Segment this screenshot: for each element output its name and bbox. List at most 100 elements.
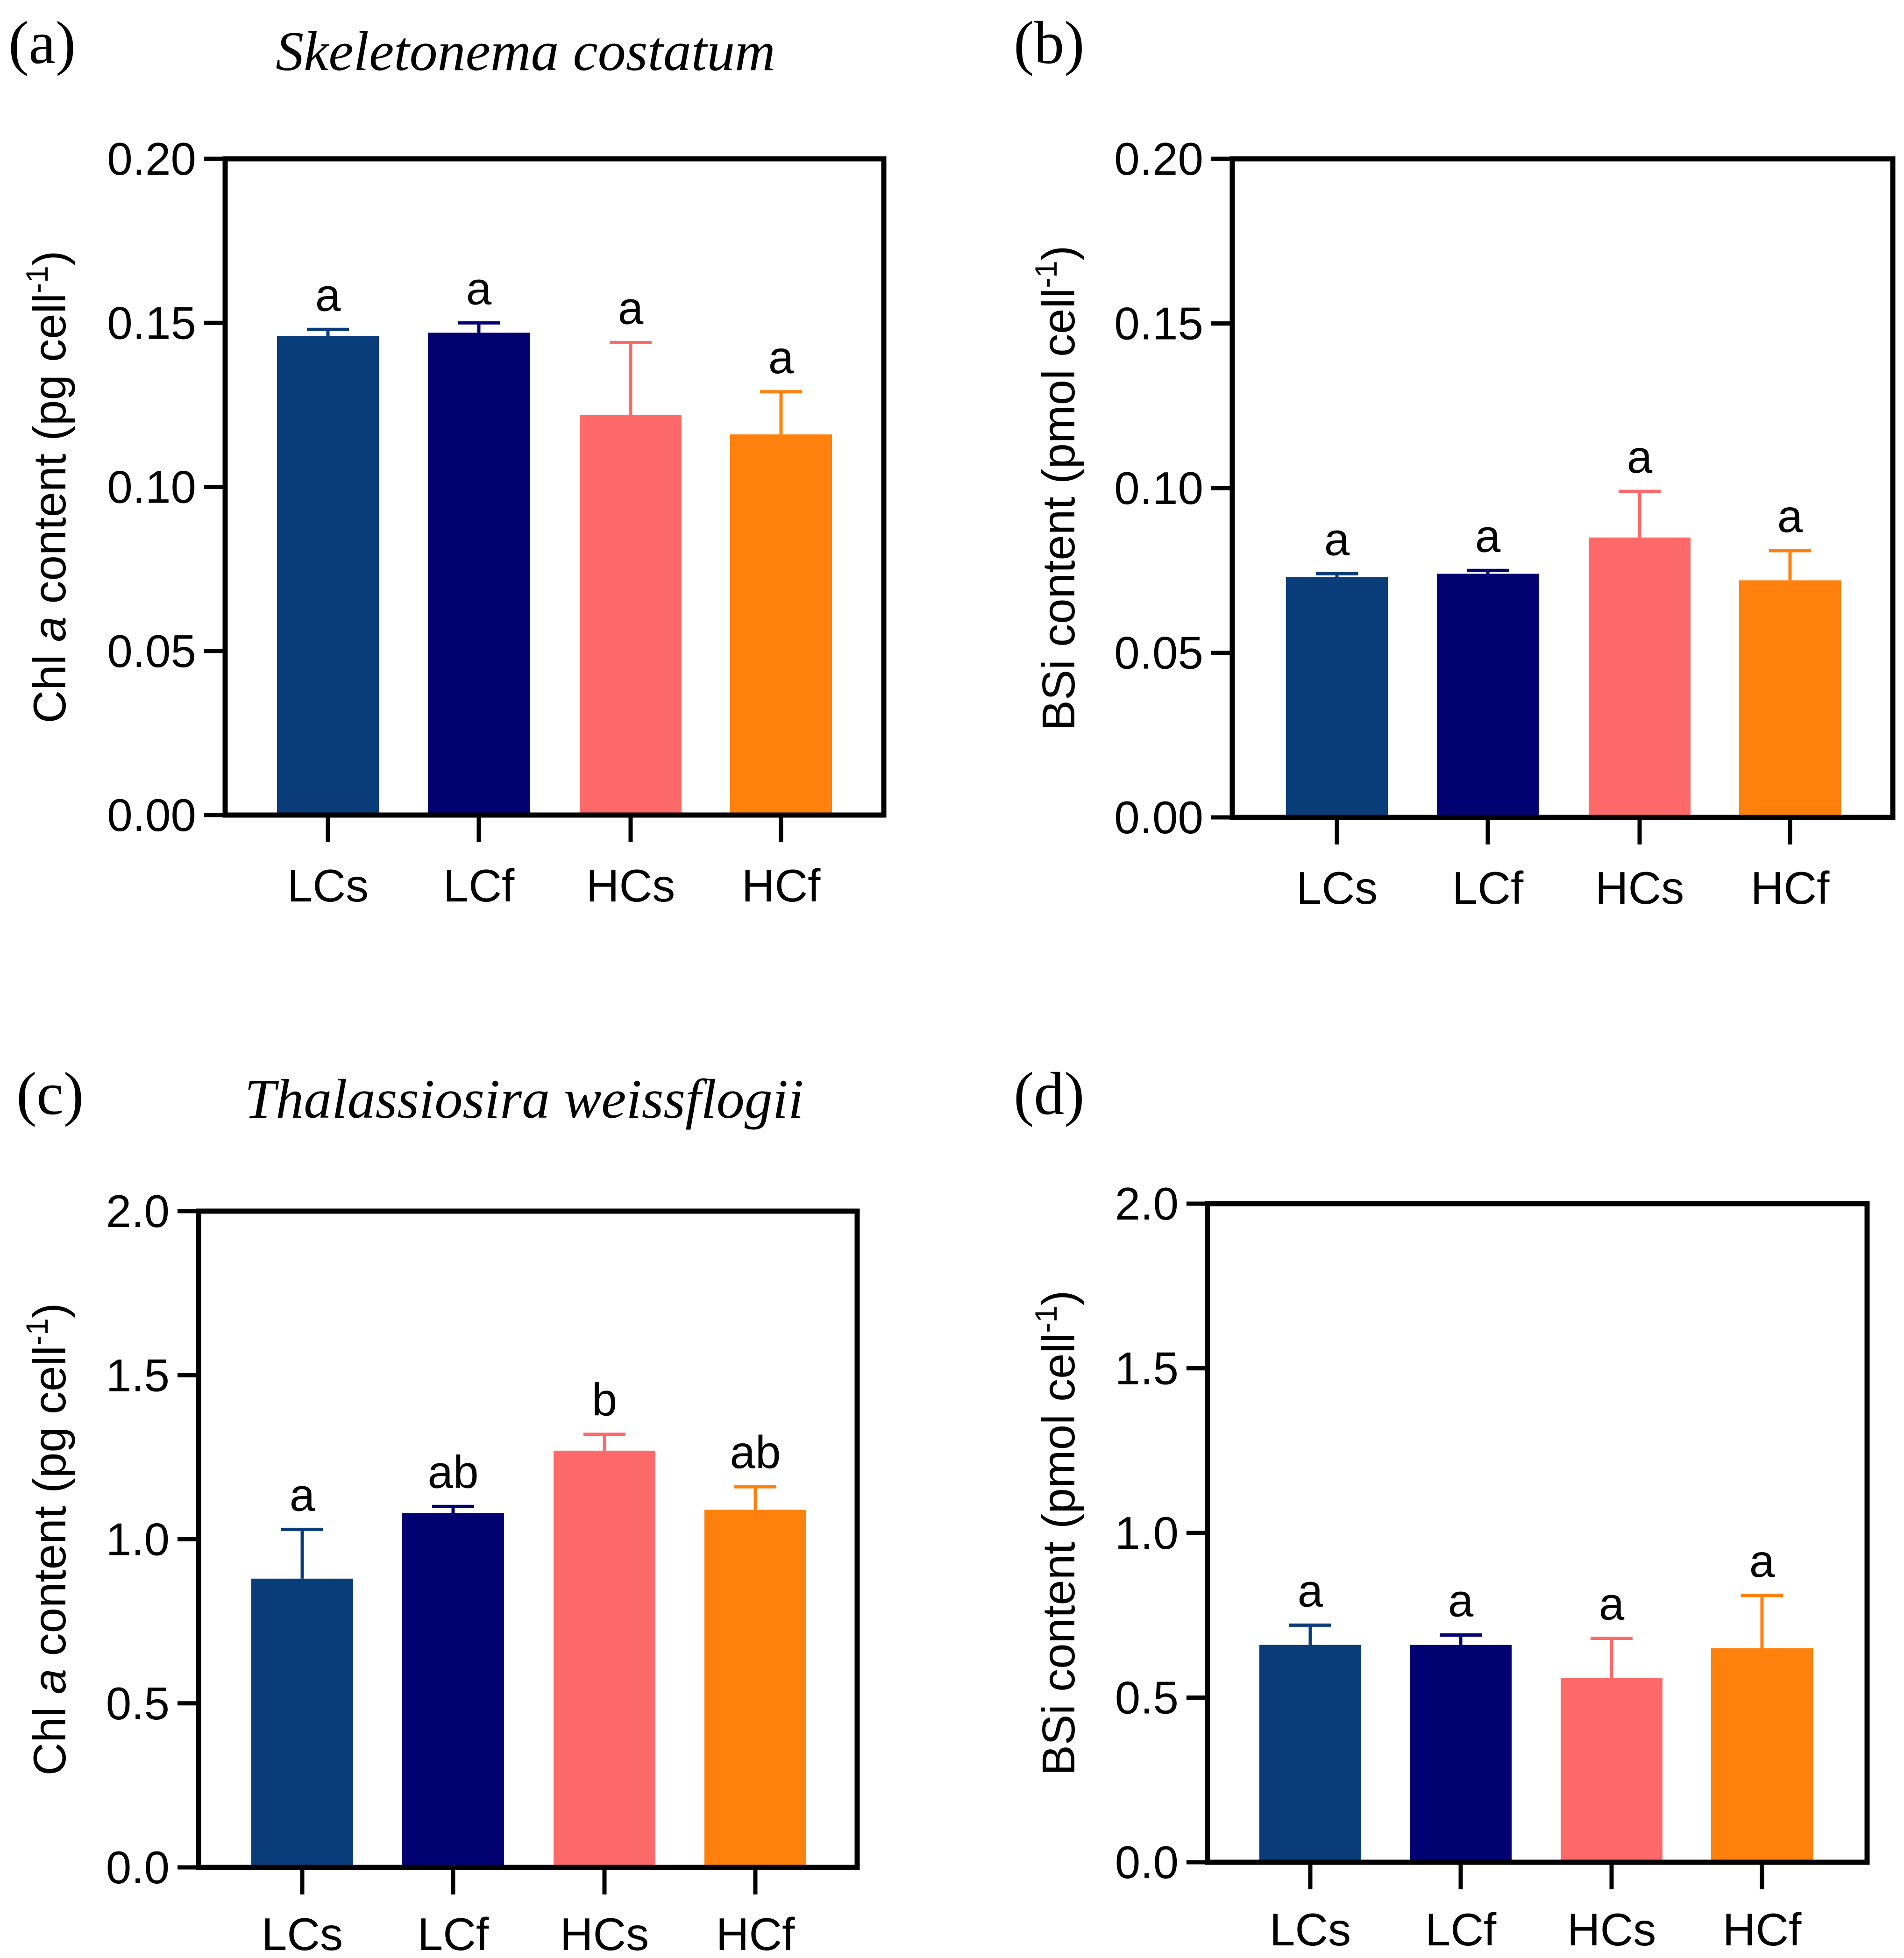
bar-hcs — [1589, 537, 1691, 817]
y-axis-label-part: a — [24, 617, 75, 642]
y-axis-label-superscript: -1 — [20, 1318, 54, 1346]
y-axis-label-part: Chl — [24, 1694, 75, 1775]
bar-hcf — [1711, 1648, 1813, 1862]
error-bar — [1440, 1633, 1482, 1645]
panel-label: (c) — [16, 1060, 84, 1128]
y-axis-label-part: Chl — [24, 642, 75, 723]
y-axis-label-superscript: -1 — [1029, 1305, 1063, 1333]
y-tick-label: 1.0 — [1115, 1507, 1179, 1559]
significance-letter: a — [1777, 490, 1803, 542]
bar-hcs — [1561, 1678, 1662, 1862]
significance-letter: a — [1298, 1565, 1323, 1616]
y-tick-label: 1.5 — [1115, 1343, 1179, 1394]
error-bar — [1619, 490, 1661, 538]
error-bar — [1289, 1623, 1331, 1645]
y-tick-label: 0.0 — [1115, 1837, 1179, 1888]
y-tick-label: 0.0 — [106, 1842, 170, 1893]
bar-lcf — [428, 333, 530, 816]
panel-a: (a) Skeletonema costatum a a a a 0.00 0.05 0.10 0… — [8, 9, 887, 911]
error-bar — [1591, 1637, 1633, 1678]
error-bar — [1741, 1594, 1783, 1648]
bar-hcf — [730, 434, 832, 815]
y-axis-label-part: ) — [24, 1303, 75, 1319]
x-tick-label: LCf — [418, 1908, 489, 1958]
y-tick-label: 0.10 — [107, 461, 196, 513]
error-bar — [734, 1485, 776, 1510]
error-bar — [458, 321, 500, 333]
y-tick-label: 0.20 — [107, 133, 196, 184]
x-tick-label: HCs — [1567, 1904, 1656, 1955]
x-tick-label: HCf — [742, 860, 821, 911]
x-tick-label: HCf — [1751, 862, 1830, 914]
y-axis-label: Chl a content (pg cell-1) — [20, 251, 75, 724]
y-tick-label: 0.05 — [107, 625, 196, 677]
x-tick-label: HCs — [1595, 862, 1684, 914]
y-axis-label: BSi content (pmol cell-1) — [1029, 245, 1084, 731]
significance-letter: a — [1324, 513, 1350, 565]
y-tick-label: 0.5 — [106, 1678, 170, 1729]
bar-lcf — [1437, 574, 1539, 817]
y-axis-label-part: BSi content (pmol cell — [1033, 1333, 1084, 1776]
x-tick-label: HCs — [586, 860, 675, 911]
error-bar — [610, 341, 652, 415]
y-axis-label-part: a — [24, 1669, 75, 1695]
x-tick-label: HCs — [560, 1908, 649, 1958]
significance-letter: a — [1599, 1578, 1625, 1630]
error-bar — [760, 390, 802, 435]
significance-letter: a — [1475, 510, 1501, 561]
y-tick-label: 1.0 — [106, 1514, 170, 1565]
significance-letter: a — [1627, 431, 1653, 482]
y-tick-label: 1.5 — [106, 1349, 170, 1401]
x-tick-label: LCf — [443, 860, 515, 911]
y-axis-label-part: ) — [24, 251, 75, 266]
error-bar — [583, 1433, 625, 1451]
panel-label: (d) — [1014, 1060, 1085, 1128]
y-axis-label-part: content (pg cell — [24, 293, 75, 617]
y-tick-label: 0.15 — [107, 297, 196, 348]
x-tick-label: LCs — [287, 860, 369, 911]
error-bar — [1769, 549, 1811, 581]
significance-letter: a — [618, 282, 644, 333]
significance-letter: a — [315, 269, 341, 320]
significance-letter: a — [1749, 1535, 1775, 1587]
y-axis-label-part: content (pg cell — [24, 1346, 75, 1669]
error-bar — [307, 327, 349, 336]
y-axis-label: Chl a content (pg cell-1) — [20, 1303, 75, 1776]
x-tick-label: LCf — [1425, 1904, 1497, 1955]
error-bar — [281, 1527, 323, 1579]
significance-letter: a — [290, 1469, 315, 1520]
y-axis-label-superscript: -1 — [1029, 261, 1063, 288]
x-tick-label: HCf — [716, 1908, 796, 1958]
chart-title: Thalassiosira weissflogii — [245, 1068, 804, 1130]
y-axis-label-superscript: -1 — [20, 266, 54, 293]
y-tick-label: 2.0 — [106, 1185, 170, 1237]
x-tick-label: LCs — [1296, 862, 1378, 914]
x-tick-label: HCf — [1723, 1904, 1802, 1955]
panel-b: (b) a a a a 0.00 0.05 0.10 0.15 0.20 LCs LCf HCs HCf B… — [1014, 9, 1896, 914]
bar-hcs — [554, 1450, 655, 1867]
x-tick-label: LCf — [1452, 862, 1524, 914]
y-tick-label: 0.5 — [1115, 1672, 1179, 1724]
y-tick-label: 0.00 — [107, 789, 196, 841]
bar-lcs — [1259, 1645, 1361, 1862]
significance-letter: ab — [730, 1426, 781, 1478]
y-axis-label-part: ) — [1033, 245, 1084, 261]
panel-c: (c) Thalassiosira weissflogii a ab b ab 0.0 0.5… — [16, 1060, 860, 1958]
y-axis-label: BSi content (pmol cell-1) — [1029, 1290, 1084, 1775]
bar-hcs — [580, 414, 682, 815]
panel-label: (a) — [8, 9, 76, 77]
y-axis-label-part: ) — [1033, 1290, 1084, 1305]
significance-letter: b — [592, 1374, 618, 1426]
chart-title: Skeletonema costatum — [276, 20, 775, 82]
x-tick-label: LCs — [262, 1908, 343, 1958]
bar-lcs — [1286, 577, 1388, 817]
y-tick-label: 0.05 — [1114, 627, 1203, 679]
y-tick-label: 0.20 — [1114, 133, 1203, 184]
error-bar — [432, 1504, 474, 1513]
significance-letter: ab — [427, 1446, 478, 1497]
y-axis-label-part: BSi content (pmol cell — [1033, 288, 1084, 731]
x-tick-label: LCs — [1270, 1904, 1351, 1955]
y-tick-label: 0.15 — [1114, 298, 1203, 349]
bar-lcf — [402, 1513, 504, 1867]
